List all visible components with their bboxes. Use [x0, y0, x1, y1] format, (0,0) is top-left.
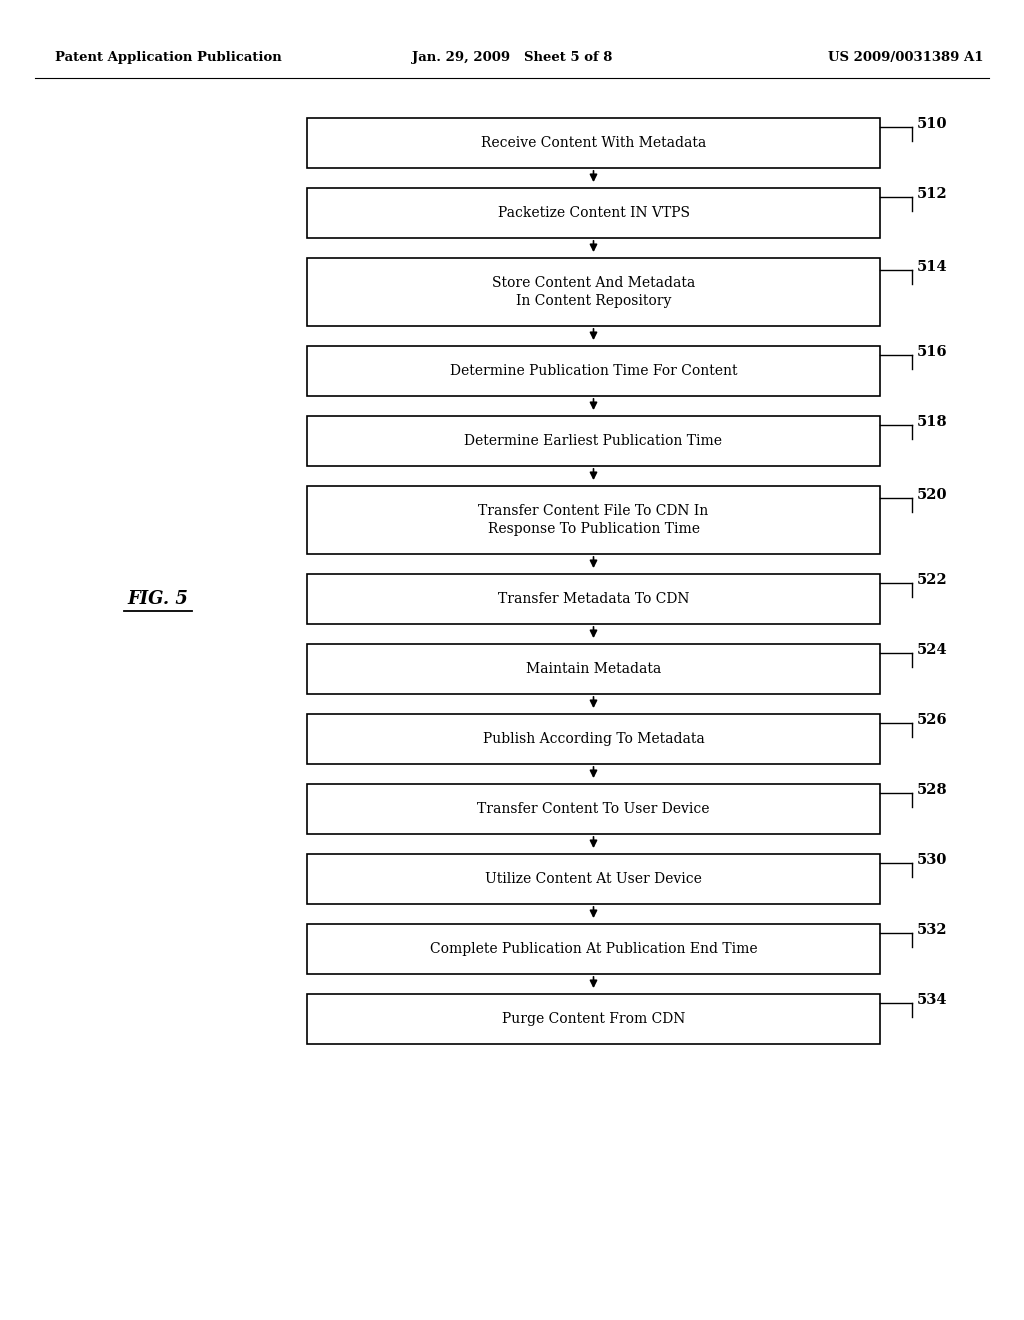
Text: 526: 526 — [918, 713, 947, 727]
Bar — [307, 346, 880, 396]
Text: FIG. 5: FIG. 5 — [128, 590, 188, 609]
Bar — [307, 257, 880, 326]
Text: 522: 522 — [918, 573, 948, 587]
Text: Maintain Metadata: Maintain Metadata — [526, 663, 662, 676]
Text: 518: 518 — [918, 414, 947, 429]
Text: Determine Publication Time For Content: Determine Publication Time For Content — [450, 364, 737, 378]
Text: 534: 534 — [918, 993, 947, 1007]
Text: Receive Content With Metadata: Receive Content With Metadata — [481, 136, 707, 150]
Bar — [307, 574, 880, 624]
Bar — [307, 714, 880, 764]
Text: 530: 530 — [918, 853, 947, 867]
Text: Transfer Content File To CDN In
Response To Publication Time: Transfer Content File To CDN In Response… — [478, 504, 709, 536]
Bar — [307, 644, 880, 694]
Text: Transfer Content To User Device: Transfer Content To User Device — [477, 803, 710, 816]
Text: Patent Application Publication: Patent Application Publication — [55, 51, 282, 65]
Bar — [307, 486, 880, 554]
Text: 514: 514 — [918, 260, 947, 275]
Text: 532: 532 — [918, 923, 947, 937]
Text: 524: 524 — [918, 643, 947, 657]
Text: 520: 520 — [918, 488, 947, 502]
Bar — [307, 994, 880, 1044]
Bar — [307, 416, 880, 466]
Text: Transfer Metadata To CDN: Transfer Metadata To CDN — [498, 591, 689, 606]
Bar — [307, 117, 880, 168]
Bar — [307, 854, 880, 904]
Text: Utilize Content At User Device: Utilize Content At User Device — [485, 873, 701, 886]
Text: Complete Publication At Publication End Time: Complete Publication At Publication End … — [430, 942, 758, 956]
Text: Packetize Content IN VTPS: Packetize Content IN VTPS — [498, 206, 689, 220]
Text: Jan. 29, 2009   Sheet 5 of 8: Jan. 29, 2009 Sheet 5 of 8 — [412, 51, 612, 65]
Bar — [307, 924, 880, 974]
Text: Publish According To Metadata: Publish According To Metadata — [482, 733, 705, 746]
Text: Store Content And Metadata
In Content Repository: Store Content And Metadata In Content Re… — [492, 276, 695, 308]
Text: US 2009/0031389 A1: US 2009/0031389 A1 — [828, 51, 984, 65]
Text: 528: 528 — [918, 783, 947, 797]
Bar — [307, 784, 880, 834]
Bar — [307, 187, 880, 238]
Text: Purge Content From CDN: Purge Content From CDN — [502, 1012, 685, 1026]
Text: Determine Earliest Publication Time: Determine Earliest Publication Time — [465, 434, 723, 447]
Text: 510: 510 — [918, 117, 947, 131]
Text: 516: 516 — [918, 345, 947, 359]
Text: 512: 512 — [918, 187, 948, 201]
